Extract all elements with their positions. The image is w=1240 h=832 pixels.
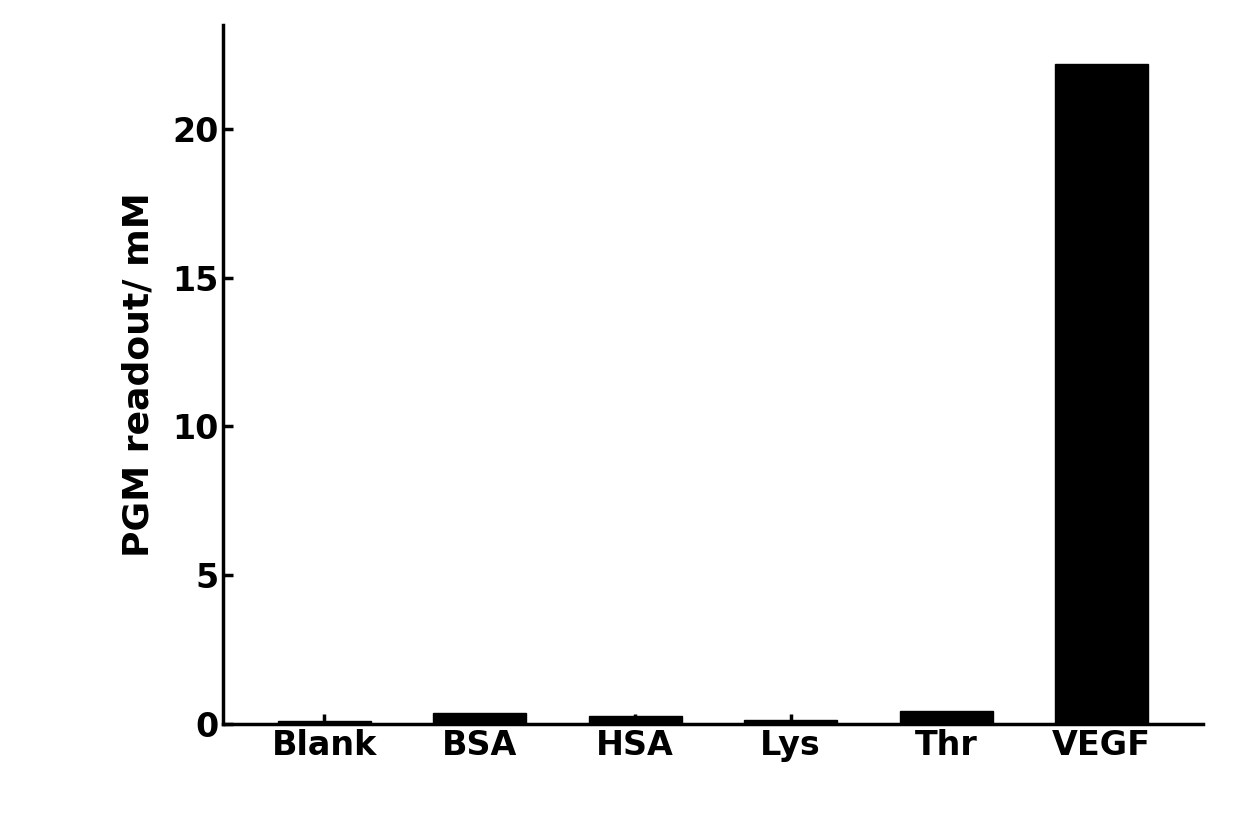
Y-axis label: PGM readout/ mM: PGM readout/ mM [122, 192, 155, 557]
Bar [899, 711, 993, 724]
Bar [278, 721, 371, 724]
Bar [433, 712, 527, 724]
Bar [1055, 63, 1148, 724]
Bar [744, 720, 837, 724]
Bar [589, 716, 682, 724]
